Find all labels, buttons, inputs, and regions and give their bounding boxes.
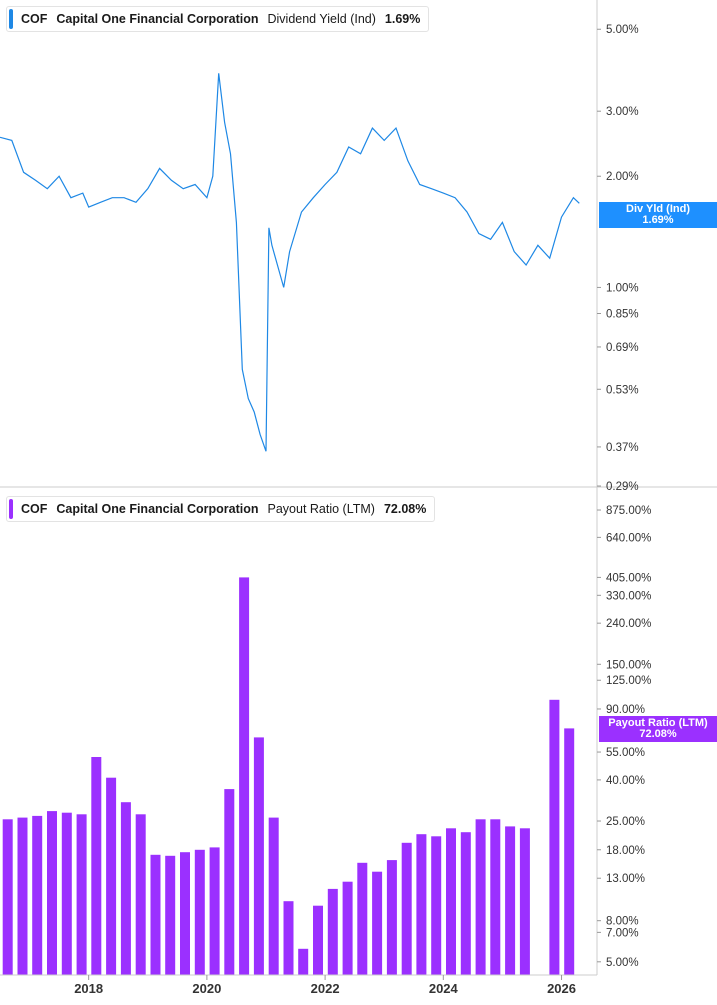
- payout-latest-value-tag: Payout Ratio (LTM) 72.08%: [599, 716, 717, 742]
- payout-bar: [475, 819, 486, 975]
- yield-y-tick-label: 0.69%: [606, 342, 639, 354]
- payout-y-tick-label: 13.00%: [606, 873, 645, 885]
- payout-bar: [431, 836, 442, 975]
- yield-y-tick-label: 3.00%: [606, 106, 639, 118]
- payout-bar: [165, 855, 176, 975]
- payout-y-tick-label: 8.00%: [606, 916, 639, 928]
- yield-series-line: [0, 73, 580, 452]
- tick-labels: 5.00% 3.00% 2.00% 1.00% 0.85% 0.69% 0.53% 0.37%…: [74, 24, 651, 996]
- payout-tag-label: Payout Ratio (LTM): [608, 717, 708, 729]
- payout-bar: [32, 815, 43, 975]
- payout-y-tick-label: 875.00%: [606, 505, 651, 517]
- payout-bar: [180, 852, 190, 975]
- payout-bar: [298, 948, 309, 975]
- payout-bar: [327, 888, 338, 975]
- yield-legend-metric: Dividend Yield (Ind): [267, 12, 376, 26]
- payout-y-tick-label: 640.00%: [606, 532, 651, 544]
- x-tick-label: 2026: [547, 981, 576, 996]
- yield-tag-label: Div Yld (Ind): [626, 203, 690, 215]
- payout-y-tick-label: 330.00%: [606, 590, 651, 602]
- payout-y-tick-label: 150.00%: [606, 659, 651, 671]
- payout-y-tick-label: 90.00%: [606, 704, 645, 716]
- payout-bar: [76, 814, 87, 975]
- yield-tag-value: 1.69%: [642, 214, 674, 226]
- payout-bar: [91, 757, 102, 975]
- payout-y-tick-label: 40.00%: [606, 775, 645, 787]
- payout-bar: [342, 881, 353, 975]
- payout-bar: [519, 828, 530, 975]
- payout-bar: [268, 817, 279, 975]
- payout-bar: [61, 812, 72, 975]
- payout-bar: [357, 862, 368, 975]
- payout-bar: [120, 802, 131, 975]
- yield-legend-value: 1.69%: [384, 12, 421, 26]
- payout-bar: [253, 737, 264, 975]
- payout-bar: [135, 814, 146, 975]
- yield-y-tick-label: 0.85%: [606, 308, 639, 320]
- payout-bar: [372, 871, 383, 975]
- yield-y-tick-label: 0.29%: [606, 481, 639, 493]
- payout-bar: [505, 826, 516, 975]
- x-tick-label: 2018: [74, 981, 103, 996]
- axes: [0, 0, 717, 980]
- payout-y-tick-label: 125.00%: [606, 675, 651, 687]
- payout-y-tick-label: 405.00%: [606, 572, 651, 584]
- payout-bar: [416, 834, 427, 975]
- yield-y-tick-label: 2.00%: [606, 171, 639, 183]
- payout-bar: [47, 811, 57, 975]
- payout-tag-value: 72.08%: [639, 728, 677, 740]
- yield-y-tick-label: 0.53%: [606, 384, 639, 396]
- payout-legend-swatch: [9, 499, 13, 519]
- payout-legend-ticker: COF: [21, 502, 48, 516]
- x-tick-label: 2022: [311, 981, 340, 996]
- payout-legend-metric: Payout Ratio (LTM): [267, 502, 375, 516]
- yield-legend[interactable]: COF Capital One Financial Corporation Di…: [6, 6, 430, 32]
- payout-bar: [564, 728, 575, 975]
- yield-y-tick-label: 1.00%: [606, 282, 639, 294]
- payout-bar: [194, 849, 205, 975]
- payout-y-tick-label: 18.00%: [606, 845, 645, 857]
- payout-y-tick-label: 5.00%: [606, 957, 639, 969]
- yield-legend-ticker: COF: [21, 12, 48, 26]
- payout-bar: [386, 860, 397, 975]
- payout-legend[interactable]: COF Capital One Financial Corporation Pa…: [6, 496, 436, 522]
- payout-bar: [150, 854, 161, 975]
- payout-bar: [283, 901, 294, 975]
- payout-legend-company: Capital One Financial Corporation: [56, 502, 259, 516]
- payout-bar: [313, 905, 323, 975]
- payout-y-tick-label: 7.00%: [606, 927, 639, 939]
- payout-bar: [209, 847, 220, 975]
- yield-y-tick-label: 0.37%: [606, 442, 639, 454]
- yield-legend-swatch: [9, 9, 13, 29]
- yield-legend-company: Capital One Financial Corporation: [56, 12, 259, 26]
- yield-y-tick-label: 5.00%: [606, 24, 639, 36]
- payout-bar: [460, 832, 471, 975]
- payout-bar: [17, 817, 28, 975]
- x-tick-label: 2024: [429, 981, 459, 996]
- yield-latest-value-tag: Div Yld (Ind) 1.69%: [599, 202, 717, 228]
- payout-bar: [549, 699, 560, 975]
- payout-y-tick-label: 240.00%: [606, 618, 651, 630]
- x-tick-label: 2020: [192, 981, 221, 996]
- payout-bar-series: [2, 577, 575, 975]
- payout-y-tick-label: 55.00%: [606, 747, 645, 759]
- payout-bar: [239, 577, 250, 975]
- payout-bar: [224, 789, 235, 975]
- payout-bar: [106, 777, 117, 975]
- payout-bar: [446, 828, 456, 975]
- payout-y-tick-label: 25.00%: [606, 816, 645, 828]
- payout-bar: [401, 842, 412, 975]
- payout-bar: [2, 819, 13, 975]
- payout-bar: [490, 819, 501, 975]
- payout-legend-value: 72.08%: [383, 502, 427, 516]
